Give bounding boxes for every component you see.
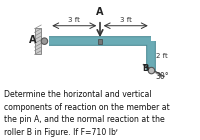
Text: 2 ft: 2 ft xyxy=(156,53,168,59)
Circle shape xyxy=(41,38,48,44)
Circle shape xyxy=(148,67,155,74)
Text: A: A xyxy=(29,35,37,45)
Text: 3 ft: 3 ft xyxy=(68,17,80,23)
Bar xyxy=(98,39,102,44)
Text: B: B xyxy=(143,64,149,73)
Text: 30°: 30° xyxy=(156,72,169,81)
Text: Determine the horizontal and vertical
components of reaction on the member at
th: Determine the horizontal and vertical co… xyxy=(4,90,170,137)
Text: 3 ft: 3 ft xyxy=(120,17,132,23)
Text: A: A xyxy=(96,7,104,17)
Bar xyxy=(35,28,41,54)
